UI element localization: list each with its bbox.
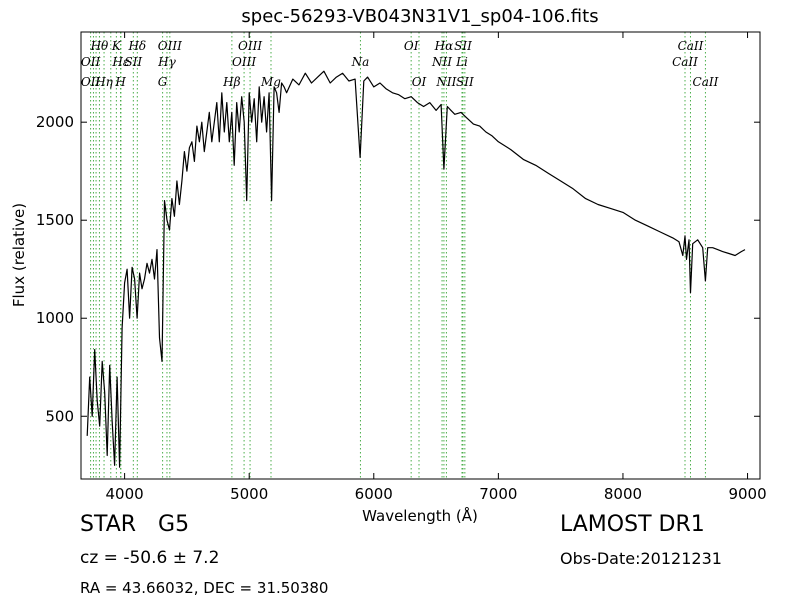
x-tick-label-3: 7000 (479, 485, 517, 503)
plot-frame (80, 31, 761, 480)
line-label-7: SII (454, 39, 472, 53)
redshift-text: cz = -50.6 ± 7.2 (80, 548, 220, 568)
line-label-19: Hη (94, 75, 113, 89)
line-label-17: CaII (672, 55, 698, 69)
object-subclass: G5 (158, 512, 190, 537)
line-label-5: OI (404, 39, 419, 53)
object-classification: STAR G5 (80, 512, 189, 537)
x-tick-label-1: 5000 (230, 485, 268, 503)
line-label-23: Mg (260, 75, 281, 89)
line-label-4: OIII (238, 39, 262, 53)
chart-title: spec-56293-VB043N31V1_sp04-106.fits (241, 6, 598, 27)
line-label-20: H (114, 75, 126, 89)
line-label-14: Na (351, 55, 370, 69)
y-tick-label-1: 1000 (36, 309, 74, 327)
survey-name: LAMOST DR1 (560, 512, 705, 537)
line-label-11: SII (124, 55, 142, 69)
line-label-25: NII (435, 75, 456, 89)
line-label-15: NII (431, 55, 452, 69)
line-label-26: SII (456, 75, 474, 89)
emission-line-markers (90, 32, 706, 479)
y-tick-label-3: 2000 (36, 113, 74, 131)
object-type: STAR (80, 512, 137, 537)
x-tick-label-0: 4000 (106, 485, 144, 503)
line-label-3: OIII (158, 39, 182, 53)
line-label-12: Hγ (157, 55, 176, 69)
line-label-16: Li (455, 55, 468, 69)
line-label-22: Hβ (222, 75, 240, 89)
line-label-18: OII (81, 75, 101, 89)
y-tick-label-2: 1500 (36, 211, 74, 229)
line-label-27: CaII (693, 75, 719, 89)
line-label-0: Hθ (90, 39, 109, 53)
line-label-24: OI (412, 75, 427, 89)
y-axis-label: Flux (relative) (10, 203, 28, 307)
x-axis-label: Wavelength (Å) (362, 506, 478, 525)
line-label-8: CaII (678, 39, 704, 53)
line-label-21: G (158, 75, 168, 89)
x-tick-label-5: 9000 (728, 485, 766, 503)
axis-ticks: 4000 5000 6000 7000 8000 9000 500 1000 1500 2000 (36, 32, 767, 503)
x-tick-label-4: 8000 (604, 485, 642, 503)
line-label-13: OIII (232, 55, 256, 69)
x-tick-label-2: 6000 (355, 485, 393, 503)
line-label-10: Hε (111, 55, 129, 69)
line-label-6: Hα (434, 39, 454, 53)
coordinates-text: RA = 43.66032, DEC = 31.50380 (80, 579, 329, 597)
spectrum-line (86, 70, 746, 468)
line-label-2: Hδ (127, 39, 146, 53)
y-tick-label-0: 500 (45, 407, 74, 425)
line-label-9: OII (81, 55, 101, 69)
line-label-1: K (111, 39, 122, 53)
observation-date: Obs-Date:20121231 (560, 549, 722, 568)
